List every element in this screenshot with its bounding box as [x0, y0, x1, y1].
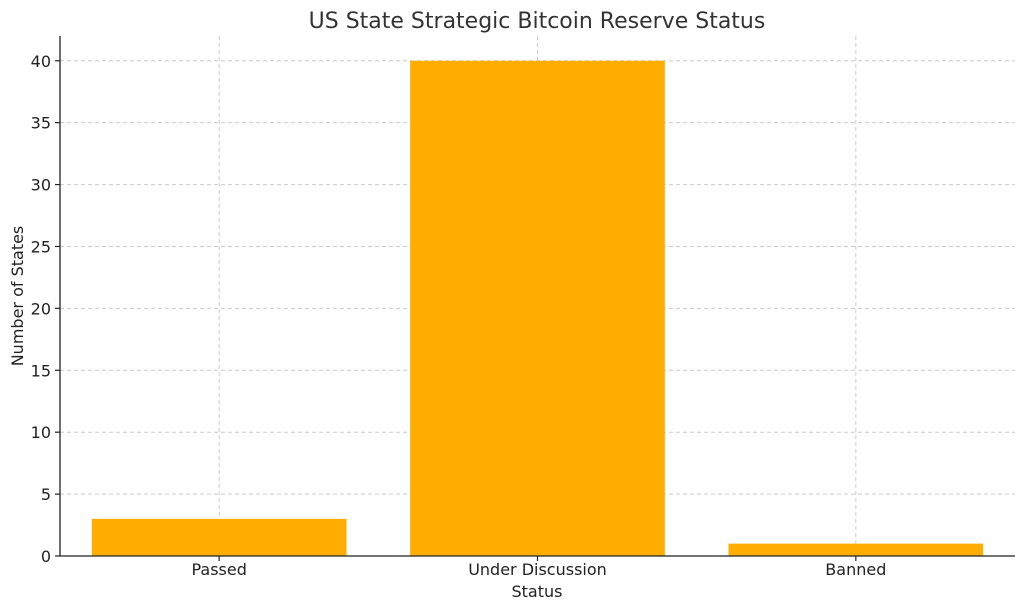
- bar-banned: [728, 543, 984, 556]
- y-tick-label: 5: [41, 485, 51, 504]
- y-tick-label: 20: [31, 299, 51, 318]
- y-tick-label: 35: [31, 114, 51, 133]
- y-tick-label: 25: [31, 237, 51, 256]
- y-tick-label: 10: [31, 423, 51, 442]
- chart-title: US State Strategic Bitcoin Reserve Statu…: [309, 9, 766, 34]
- y-axis-label: Number of States: [8, 226, 27, 367]
- bar-layer: [91, 60, 984, 557]
- y-tick-label: 40: [31, 52, 51, 71]
- x-ticks: Passed Under Discussion Banned: [191, 556, 886, 579]
- y-tick-label: 15: [31, 361, 51, 380]
- y-tick-label: 0: [41, 547, 51, 566]
- bar-under-discussion: [410, 60, 665, 557]
- bar-passed: [91, 518, 347, 556]
- y-ticks: 0 5 10 15 20 25 30 35 40: [31, 52, 60, 566]
- x-tick-label: Banned: [825, 560, 886, 579]
- x-tick-label: Passed: [191, 560, 246, 579]
- y-tick-label: 30: [31, 176, 51, 195]
- x-tick-label: Under Discussion: [468, 560, 607, 579]
- x-axis-label: Status: [512, 582, 563, 601]
